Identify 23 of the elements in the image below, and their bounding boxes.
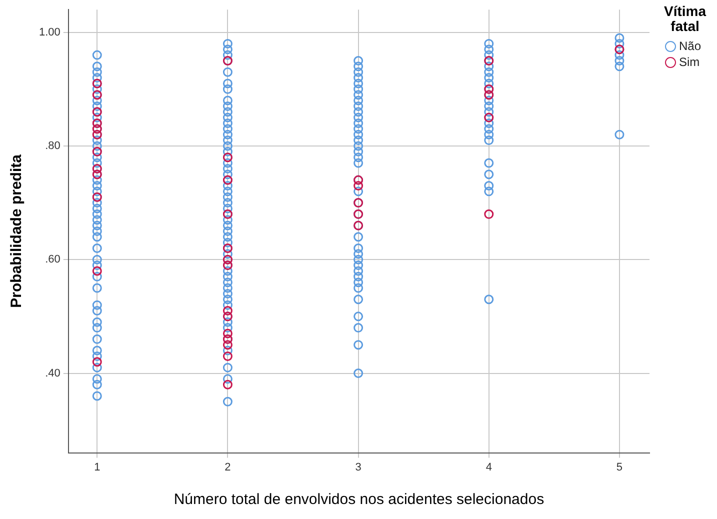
x-tick-label: 3 bbox=[355, 461, 362, 474]
y-tick-label: .40 bbox=[45, 367, 60, 380]
point bbox=[92, 357, 102, 367]
x-tick-label: 5 bbox=[616, 461, 623, 474]
point bbox=[222, 380, 232, 390]
point bbox=[222, 306, 232, 316]
point bbox=[484, 209, 494, 219]
point bbox=[92, 266, 102, 276]
x-tick-label: 4 bbox=[486, 461, 492, 474]
y-axis-title: Probabilidade predita bbox=[8, 154, 26, 308]
legend-title: Vítima fatal bbox=[662, 3, 708, 34]
x-tick-label: 2 bbox=[224, 461, 231, 474]
point bbox=[222, 351, 232, 361]
point bbox=[222, 328, 232, 338]
y-tick-label: .80 bbox=[45, 140, 60, 152]
legend-label: Sim bbox=[679, 54, 700, 70]
y-tick-label: .60 bbox=[45, 254, 60, 266]
point bbox=[222, 340, 232, 350]
legend-label: Não bbox=[679, 38, 702, 54]
x-tick-label: 1 bbox=[94, 461, 100, 474]
point bbox=[354, 180, 364, 190]
y-tick-label: 1.00 bbox=[38, 26, 60, 38]
x-axis-title: Número total de envolvidos nos acidentes selecionados bbox=[174, 491, 544, 508]
